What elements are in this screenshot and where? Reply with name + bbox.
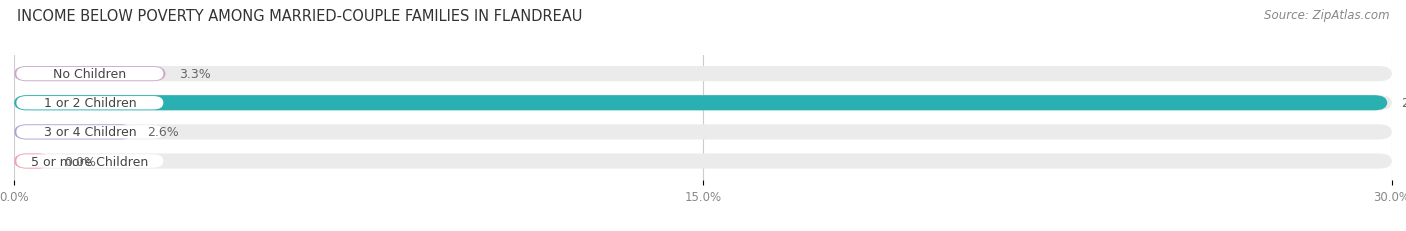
FancyBboxPatch shape (14, 125, 134, 140)
FancyBboxPatch shape (14, 125, 1392, 140)
FancyBboxPatch shape (17, 126, 163, 139)
FancyBboxPatch shape (17, 155, 163, 168)
Text: 3 or 4 Children: 3 or 4 Children (44, 126, 136, 139)
FancyBboxPatch shape (14, 67, 1392, 82)
Text: No Children: No Children (53, 68, 127, 81)
FancyBboxPatch shape (14, 154, 51, 169)
FancyBboxPatch shape (17, 68, 163, 81)
FancyBboxPatch shape (17, 97, 163, 110)
FancyBboxPatch shape (14, 67, 166, 82)
Text: Source: ZipAtlas.com: Source: ZipAtlas.com (1264, 9, 1389, 22)
FancyBboxPatch shape (14, 96, 1392, 111)
Text: 1 or 2 Children: 1 or 2 Children (44, 97, 136, 110)
Text: 3.3%: 3.3% (180, 68, 211, 81)
FancyBboxPatch shape (14, 96, 1388, 111)
Text: 0.0%: 0.0% (65, 155, 97, 168)
Text: 29.9%: 29.9% (1402, 97, 1406, 110)
FancyBboxPatch shape (14, 154, 1392, 169)
Text: INCOME BELOW POVERTY AMONG MARRIED-COUPLE FAMILIES IN FLANDREAU: INCOME BELOW POVERTY AMONG MARRIED-COUPL… (17, 9, 582, 24)
Text: 2.6%: 2.6% (148, 126, 179, 139)
Text: 5 or more Children: 5 or more Children (31, 155, 149, 168)
